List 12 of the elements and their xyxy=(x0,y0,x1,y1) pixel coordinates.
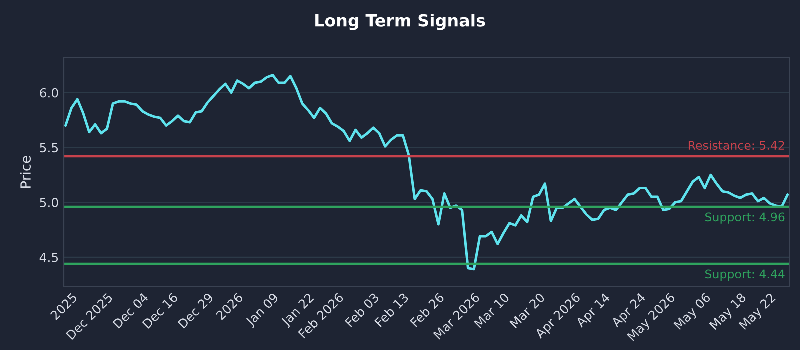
y-tick-label: 6.0 xyxy=(40,88,58,98)
y-axis-title: Price xyxy=(20,156,32,188)
y-tick-label: 5.0 xyxy=(40,198,58,208)
line-series xyxy=(64,74,790,271)
ref-line-label: Resistance: 5.42 xyxy=(688,140,784,150)
x-tick-label: Jan 09 xyxy=(244,292,281,328)
ref-line-label: Support: 4.96 xyxy=(706,212,785,224)
y-tick-label: 4.5 xyxy=(40,253,58,262)
x-tick-label: Dec 29 xyxy=(178,292,214,329)
chart-title: Long Term Signals xyxy=(316,14,486,30)
y-tick-label: 5.5 xyxy=(40,143,58,153)
ref-line-label: Support: 4.44 xyxy=(706,270,785,281)
